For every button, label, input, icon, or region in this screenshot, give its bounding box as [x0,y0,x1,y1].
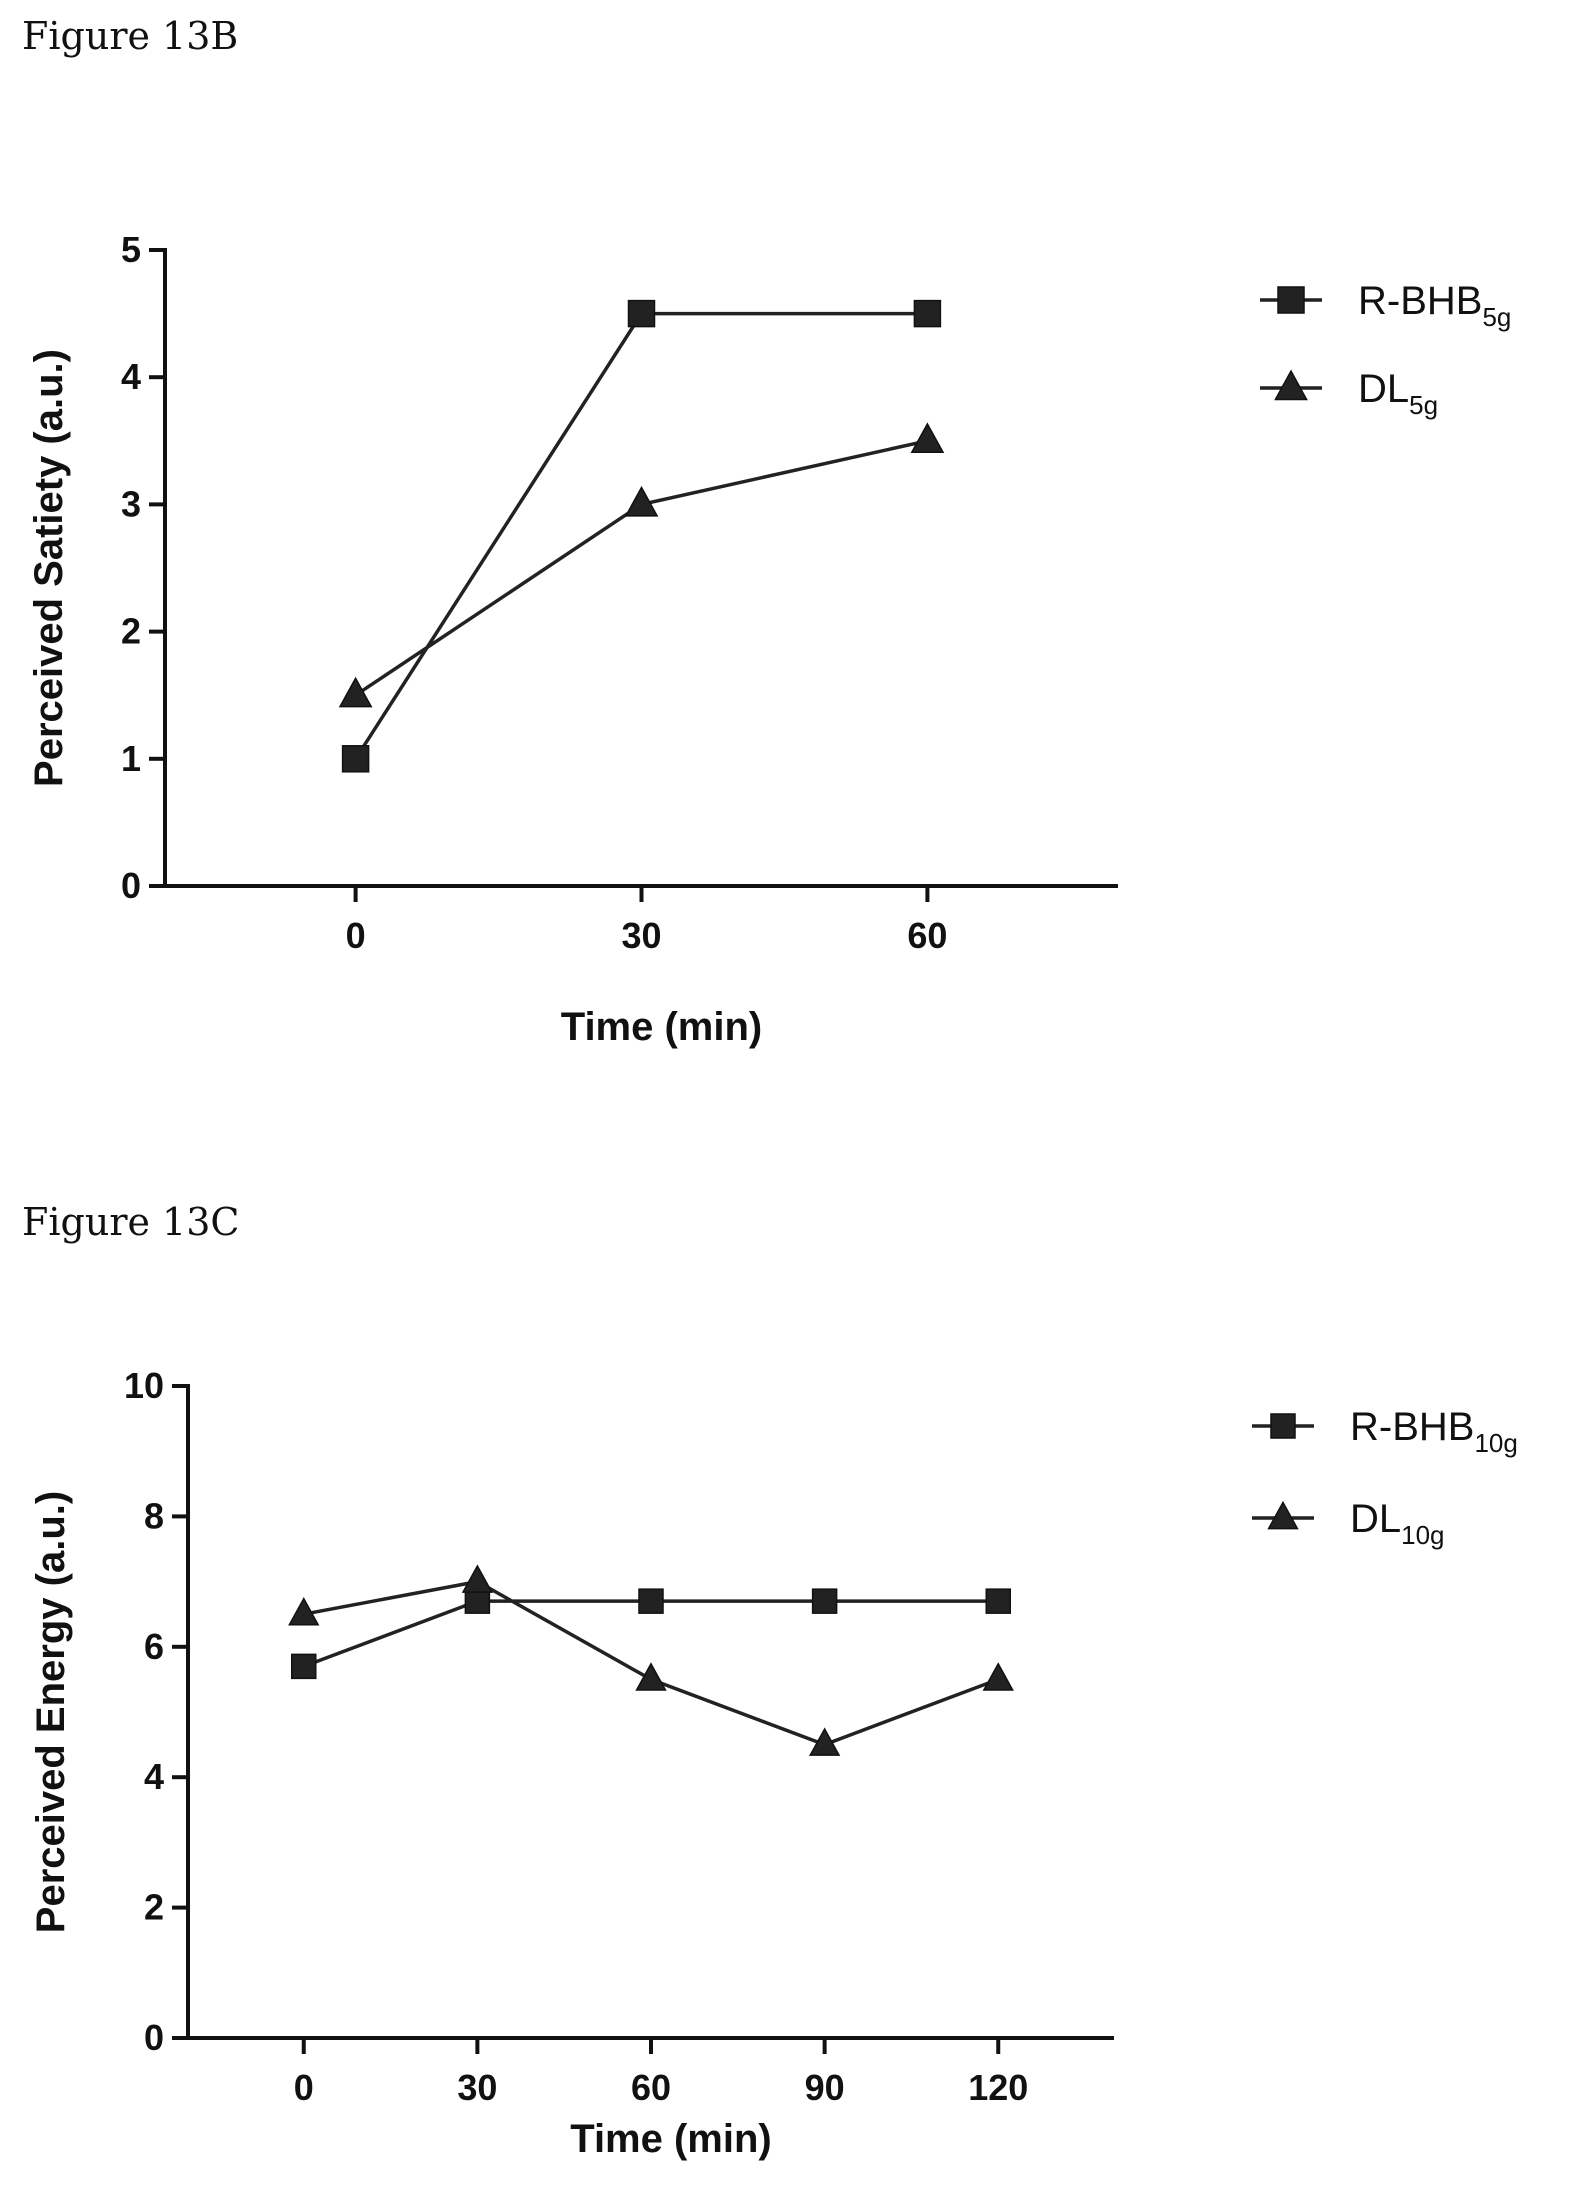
data-point-square [341,745,370,773]
legend-name: DL [1350,1497,1401,1541]
data-point-triangle [624,485,659,517]
data-point-square [638,1588,664,1614]
y-tick-label: 0 [121,865,141,906]
legend-label: DL10g [1350,1497,1445,1550]
y-tick-label: 2 [144,1887,164,1928]
y-axis-label: Perceived Energy (a.u.) [29,1491,73,1933]
legend-label: R-BHB10g [1350,1405,1518,1458]
series-line-triangle [354,439,928,697]
figure-13b-caption: Figure 13B [22,14,239,58]
y-tick-label: 4 [121,356,141,397]
data-point-triangle [808,1727,841,1756]
x-tick-label: 90 [805,2067,845,2108]
x-tick-label: 0 [294,2067,314,2108]
y-axis-label: Perceived Satiety (a.u.) [27,349,71,787]
y-tick-label: 3 [121,483,141,524]
satiety-chart: 0 1 2 3 4 5 0 30 60 Perceived Satiety (a.u.) Time … [27,229,1511,1049]
legend-name: R-BHB [1350,1405,1474,1449]
legend-label: R-BHB5g [1358,279,1511,332]
x-tick-label: 0 [346,915,366,956]
y-tick-label: 4 [144,1756,164,1797]
x-axis-label: Time (min) [561,1005,763,1049]
data-point-square [627,299,656,328]
data-point-triangle [338,676,373,708]
y-tick-label: 8 [144,1495,164,1536]
legend-name-subscript: 10g [1474,1428,1517,1458]
data-point-triangle [982,1662,1014,1691]
x-tick-label: 30 [621,915,661,956]
legend-name: DL [1358,367,1409,411]
data-point-square [913,299,942,328]
data-point-triangle [910,422,945,454]
data-point-square [811,1588,838,1614]
x-tick-label: 60 [631,2067,671,2108]
series-line-square [354,311,928,760]
legend-name: R-BHB [1358,279,1482,323]
legend-marker-triangle [1274,369,1308,401]
legend-marker-triangle [1267,1500,1299,1530]
legend-marker-square [1277,286,1305,314]
x-axis-label: Time (min) [570,2117,772,2161]
y-tick-label: 0 [144,2017,164,2058]
x-tick-label: 60 [907,915,947,956]
legend-name-subscript: 5g [1482,302,1511,332]
y-tick-label: 10 [124,1365,164,1406]
data-point-triangle [288,1597,320,1626]
x-tick-label: 30 [457,2067,497,2108]
figure-13c-caption: Figure 13C [22,1200,240,1244]
data-point-triangle [461,1564,494,1593]
x-tick-label: 120 [968,2067,1028,2108]
data-point-square [291,1653,317,1680]
legend-marker-square [1270,1413,1296,1439]
energy-chart: 0 2 4 6 8 10 0 30 60 90 120 Perceived Energy (a.u.)… [29,1365,1518,2161]
data-point-triangle [635,1662,667,1691]
y-tick-label: 6 [144,1626,164,1667]
data-point-square [464,1588,491,1614]
legend-name-subscript: 10g [1401,1520,1444,1550]
y-tick-label: 1 [121,738,141,779]
legend-name-subscript: 5g [1409,390,1438,420]
legend-label: DL5g [1358,367,1438,420]
y-tick-label: 5 [121,229,141,270]
data-point-square [985,1588,1011,1614]
y-tick-label: 2 [121,611,141,652]
